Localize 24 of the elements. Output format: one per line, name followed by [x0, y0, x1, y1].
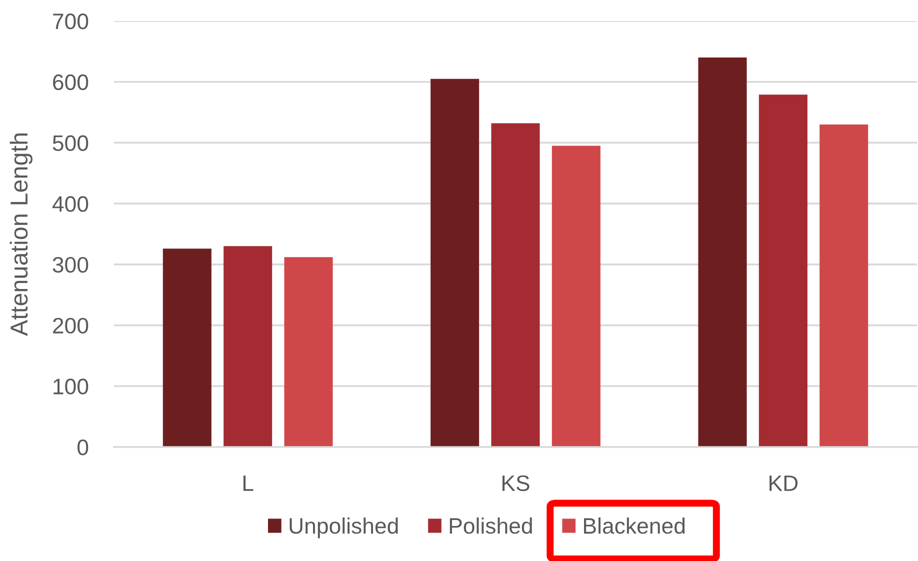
y-tick-label: 600: [53, 74, 88, 90]
bar: [552, 146, 600, 447]
y-tick-label: 0: [78, 440, 88, 456]
y-axis-title: Attenuation Length: [10, 134, 32, 336]
x-tick-label: L: [243, 476, 254, 491]
bar: [284, 257, 333, 447]
y-tick-label: 300: [52, 256, 88, 273]
y-tick-label: 200: [53, 318, 88, 334]
bar: [758, 94, 808, 447]
legend-label: Blackened: [584, 517, 685, 534]
x-tick-label: KD: [770, 476, 798, 491]
y-tick-label: 400: [52, 196, 88, 212]
legend-label: Unpolished: [290, 517, 398, 538]
y-tick-label: 100: [54, 378, 88, 394]
y-tick-label: 500: [52, 135, 88, 151]
bar: [162, 248, 212, 447]
x-tick-label: KS: [502, 475, 530, 492]
bar: [820, 124, 868, 447]
bar: [698, 58, 747, 447]
bar: [491, 123, 540, 447]
y-tick-label: 700: [53, 14, 88, 30]
bar: [224, 246, 272, 447]
legend-label: Polished: [450, 517, 532, 534]
bar: [430, 78, 480, 447]
